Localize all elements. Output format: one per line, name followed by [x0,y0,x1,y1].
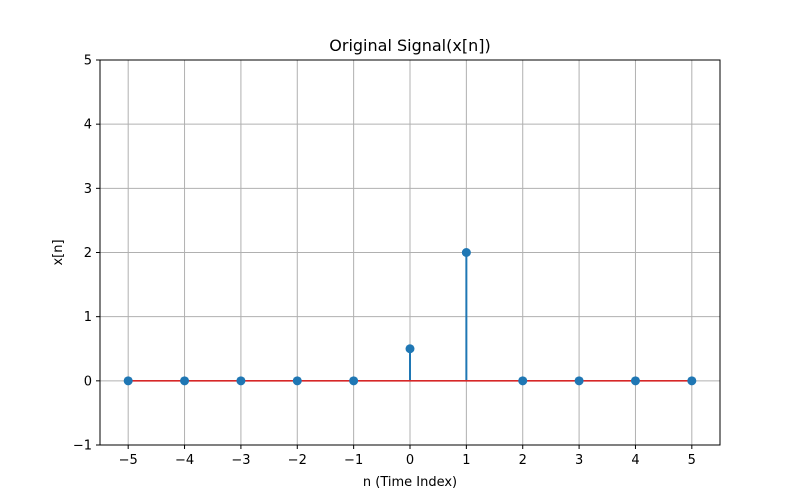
stem-marker [687,376,697,386]
x-tick-label: −4 [175,453,194,468]
y-tick-label: 2 [84,246,92,261]
x-tick-label: 0 [406,453,414,468]
x-tick-label: −2 [288,453,307,468]
stem-marker [630,376,640,386]
stem-marker [349,376,359,386]
x-tick-label: 5 [688,453,696,468]
marker-layer [123,248,697,386]
y-tick-label: −1 [73,439,92,454]
stem-marker [461,248,471,257]
stem-marker [518,376,528,386]
x-tick-label: −1 [344,453,363,468]
stem-layer [409,252,468,381]
y-tick-label: 1 [84,310,92,325]
tick-layer: −5 −4 −3 −2 −1 0 1 2 3 4 5 −1 0 1 2 3 4 5 [73,54,696,469]
x-axis-label: n (Time Index) [363,475,457,490]
y-tick-label: 3 [84,182,92,197]
stem-marker [123,376,133,386]
stem-marker [180,376,190,386]
x-tick-label: −3 [231,453,250,468]
stem-marker [292,376,302,386]
stem-marker [236,376,246,386]
grid-layer [100,59,720,446]
x-tick-label: 1 [462,453,470,468]
y-tick-label: 4 [84,118,92,133]
x-tick-label: −5 [119,453,138,468]
x-tick-label: 3 [575,453,583,468]
y-tick-label: 5 [84,54,92,69]
y-tick-label: 0 [84,374,92,389]
x-tick-label: 4 [631,453,639,468]
y-axis-label: x[n] [51,239,66,265]
stem-marker [405,344,415,354]
x-tick-label: 2 [519,453,527,468]
stem-marker [574,376,584,386]
chart-title: Original Signal(x[n]) [329,36,490,55]
